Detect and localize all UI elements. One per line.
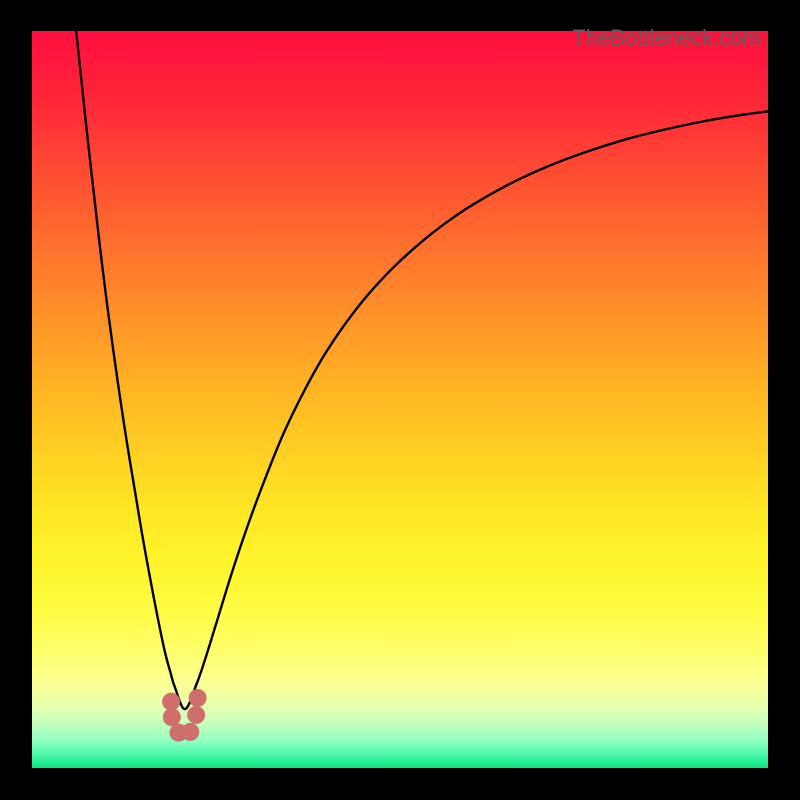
- curve-svg: [32, 31, 768, 768]
- dip-marker: [162, 693, 180, 711]
- dip-marker: [163, 708, 181, 726]
- dip-marker: [187, 706, 205, 724]
- dip-markers: [162, 689, 207, 742]
- chart-stage: TheBottleneck.com: [0, 0, 800, 800]
- bottleneck-curve: [76, 31, 768, 709]
- plot-area: TheBottleneck.com: [32, 31, 768, 768]
- dip-marker: [189, 689, 207, 707]
- dip-marker: [181, 723, 199, 741]
- watermark-text: TheBottleneck.com: [572, 25, 760, 51]
